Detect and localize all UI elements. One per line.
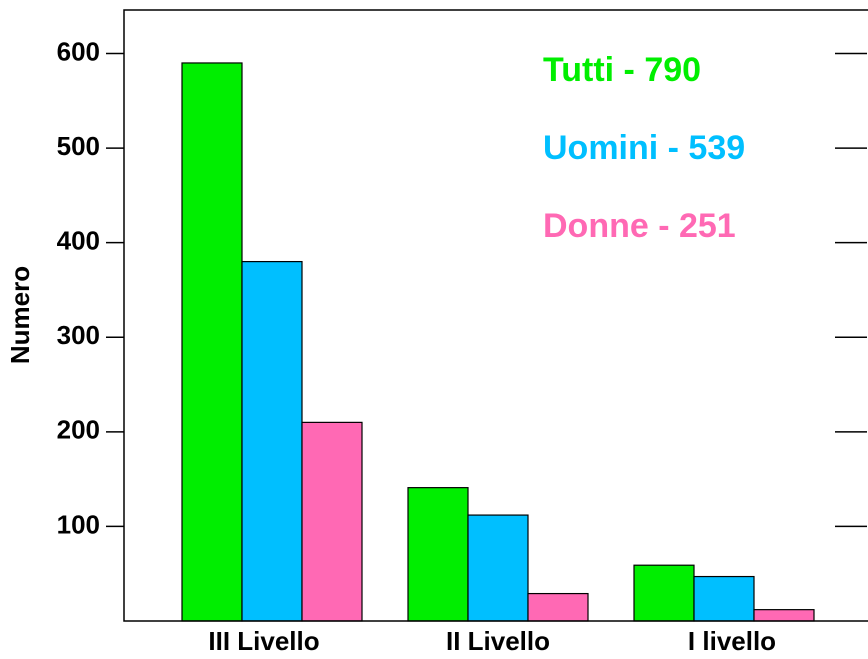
plot-frame: [123, 9, 868, 622]
bar: [693, 575, 755, 622]
bar: [467, 514, 529, 622]
x-tick-label: I livello: [688, 626, 776, 656]
y-tick-label: 500: [57, 131, 100, 161]
bar: [753, 609, 815, 622]
y-tick-label: 400: [57, 226, 100, 256]
legend-entry: Donne - 251: [543, 207, 736, 245]
bar: [241, 260, 303, 622]
legend-entry: Uomini - 539: [543, 129, 745, 167]
y-tick-label: 600: [57, 36, 100, 66]
bar: [181, 62, 243, 622]
bar: [633, 564, 695, 622]
y-tick-label: 200: [57, 415, 100, 445]
x-tick-label: III Livello: [208, 626, 319, 656]
bar: [301, 421, 363, 622]
bar: [407, 487, 469, 622]
y-axis-label: Numero: [5, 266, 35, 364]
legend-entry: Tutti - 790: [543, 51, 701, 89]
y-tick-label: 100: [57, 509, 100, 539]
x-tick-label: II Livello: [446, 626, 550, 656]
bar: [527, 592, 589, 622]
y-tick-label: 300: [57, 320, 100, 350]
